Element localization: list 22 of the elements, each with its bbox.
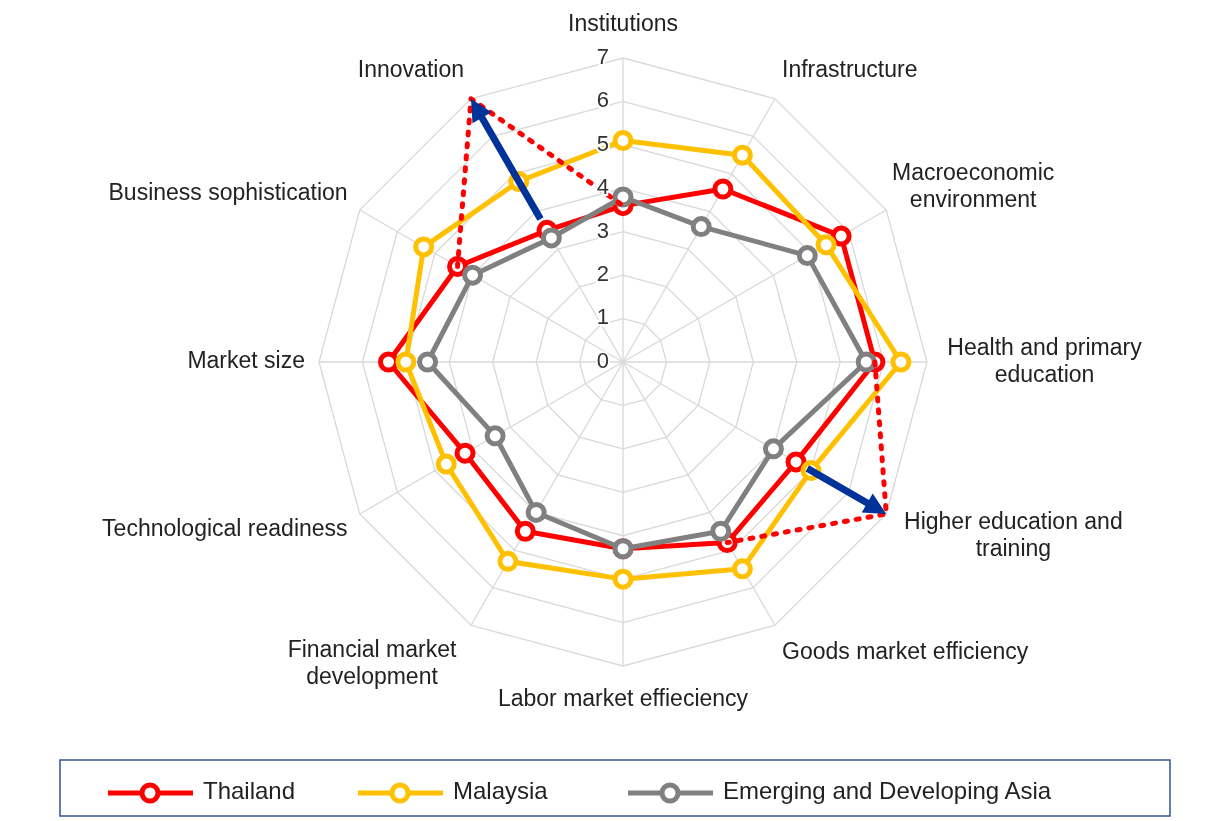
legend-label: Thailand: [203, 777, 296, 805]
legend-label: Emerging and Developing Asia: [723, 777, 1052, 805]
y-tick-label: 6: [596, 87, 609, 113]
y-tick-label: 2: [596, 260, 609, 286]
y-tick-label: 7: [596, 43, 609, 69]
spoke-label: Technological readiness: [102, 514, 348, 541]
spoke-label: Macroeconomic environment: [891, 159, 1055, 213]
y-tick-label: 1: [596, 304, 609, 330]
y-tick-label: 0: [596, 347, 609, 373]
spoke-label: Financial market development: [287, 635, 457, 689]
spoke-label: Labor market effieciency: [497, 684, 749, 711]
y-tick-label: 4: [596, 174, 609, 200]
legend-label: Malaysia: [453, 777, 549, 805]
spoke-label: Business sophistication: [108, 179, 348, 206]
spoke-label: Higher education and training: [904, 508, 1123, 562]
spoke-label: Market size: [187, 347, 305, 374]
spoke-label: Innovation: [357, 56, 464, 83]
y-tick-label: 3: [596, 217, 609, 243]
spoke-label: Health and primary education: [947, 333, 1143, 387]
spoke-label: Goods market efficiency: [782, 637, 1029, 664]
spoke-label: Infrastructure: [782, 56, 918, 83]
spoke-label: Institutions: [568, 9, 678, 36]
